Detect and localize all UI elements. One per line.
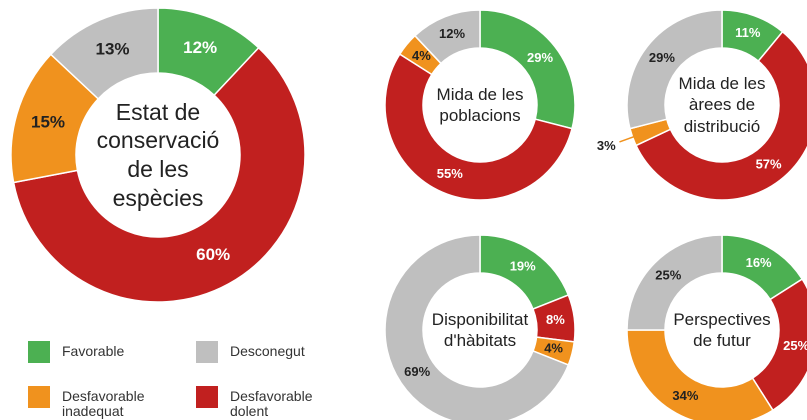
donut-slice (626, 9, 723, 130)
legend-swatch (28, 341, 50, 363)
value-label: 29% (649, 50, 675, 65)
donut-slice (626, 329, 774, 420)
chart-title: Perspectives de futur (673, 309, 771, 350)
value-label: 4% (412, 48, 431, 63)
donut-slice (635, 30, 807, 201)
donut-slice (626, 234, 723, 331)
chart-title: Disponibilitat d'hàbitats (431, 309, 529, 350)
value-label: 25% (655, 268, 681, 283)
legend-label: Desconegut (230, 343, 305, 359)
donut-slice (12, 46, 306, 303)
donut-slice (384, 53, 573, 201)
chart-title: Estat de conservació de les espècies (96, 98, 220, 211)
legend-label: Desfavorable inadequat (62, 388, 145, 420)
legend-label: Favorable (62, 343, 125, 359)
legend-swatch (196, 386, 218, 408)
legend-swatch (196, 341, 218, 363)
value-label: 55% (437, 166, 463, 181)
chart-title: Mida de les àrees de distribució (678, 74, 766, 136)
value-label: 34% (672, 388, 698, 403)
donut-slice (384, 234, 570, 420)
value-label: 29% (527, 50, 553, 65)
value-label: 12% (439, 26, 465, 41)
value-label: 3% (597, 138, 616, 153)
value-label: 13% (96, 39, 130, 58)
value-label: 19% (510, 259, 536, 274)
leader-line (619, 135, 637, 143)
donut-slice (49, 7, 159, 100)
legend-swatch (28, 386, 50, 408)
value-label: 16% (746, 255, 772, 270)
value-label: 60% (196, 245, 230, 264)
value-label: 4% (544, 340, 563, 355)
donut-slice (479, 9, 576, 130)
value-label: 11% (735, 25, 761, 40)
value-label: 8% (546, 312, 565, 327)
value-label: 69% (404, 364, 430, 379)
value-label: 57% (756, 156, 782, 171)
chart-title: Mida de les poblacions (436, 84, 524, 125)
value-label: 12% (183, 38, 217, 57)
legend-label: Desfavorable dolent (230, 388, 313, 420)
value-label: 25% (783, 338, 807, 353)
value-label: 15% (31, 113, 65, 132)
donut-slice (413, 9, 481, 65)
